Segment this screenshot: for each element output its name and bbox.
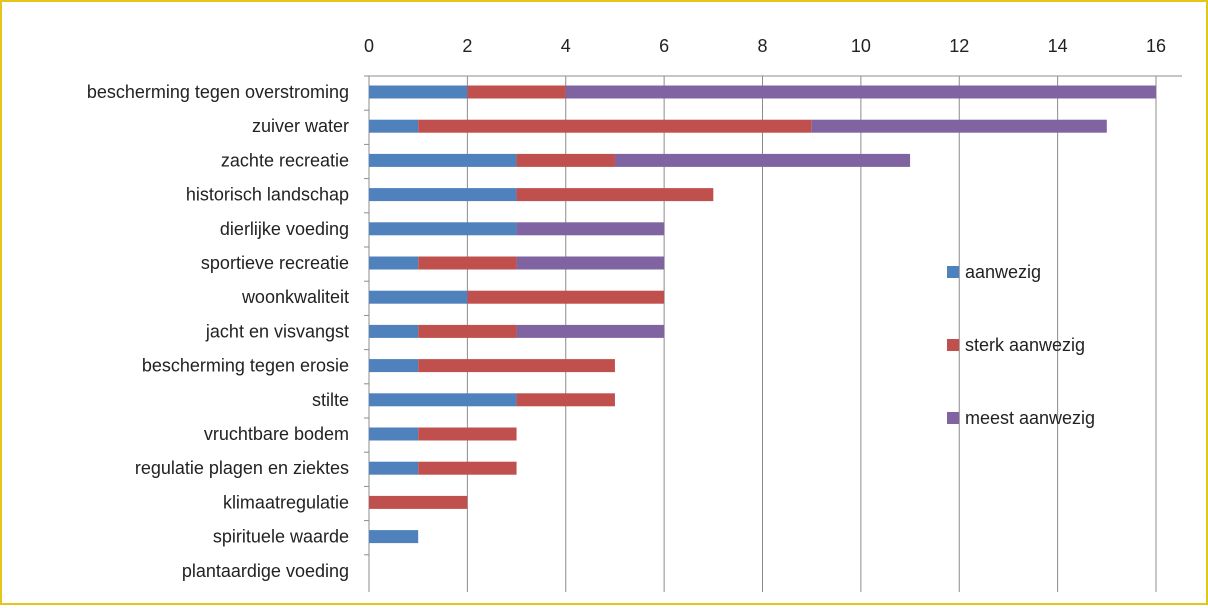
bar-segment xyxy=(565,85,1156,99)
legend-swatch xyxy=(947,266,959,278)
x-tick-label: 4 xyxy=(561,36,571,56)
bar-segment xyxy=(369,256,419,270)
bar-segment xyxy=(516,324,665,338)
bar-segment xyxy=(614,153,911,167)
category-label: zachte recreatie xyxy=(221,150,349,170)
category-label: stilte xyxy=(312,390,349,410)
x-tick-label: 10 xyxy=(851,36,871,56)
category-label: bescherming tegen erosie xyxy=(142,356,349,376)
bar-segment xyxy=(369,427,419,441)
bar-segment xyxy=(369,530,419,544)
category-label: regulatie plagen en ziektes xyxy=(135,458,349,478)
legend-label: sterk aanwezig xyxy=(965,335,1085,355)
x-axis-ticks: 0 2 4 6 8 10 12 14 16 xyxy=(364,36,1166,56)
bar-segment xyxy=(369,359,419,373)
bar-segment xyxy=(516,153,615,167)
category-label: klimaatregulatie xyxy=(223,492,349,512)
category-label: woonkwaliteit xyxy=(241,287,349,307)
category-label: historisch landschap xyxy=(186,185,349,205)
x-tick-label: 8 xyxy=(757,36,767,56)
bar-segment xyxy=(418,359,615,373)
bar-segment xyxy=(418,256,517,270)
bar-segment xyxy=(369,461,419,475)
x-tick-label: 16 xyxy=(1146,36,1166,56)
legend: aanwezig sterk aanwezig meest aanwezig xyxy=(947,262,1095,428)
category-labels: bescherming tegen overstroming zuiver wat… xyxy=(87,82,349,581)
bar-segment xyxy=(516,222,665,236)
category-label: sportieve recreatie xyxy=(201,253,349,273)
category-label: vruchtbare bodem xyxy=(204,424,349,444)
bar-segment xyxy=(369,393,517,407)
category-label: plantaardige voeding xyxy=(182,561,349,581)
bar-segment xyxy=(516,393,615,407)
bar-segment xyxy=(418,427,517,441)
category-label: dierlijke voeding xyxy=(220,219,349,239)
bar-segment xyxy=(369,495,468,509)
category-label: zuiver water xyxy=(252,116,349,136)
bar-segment xyxy=(467,85,566,99)
legend-swatch xyxy=(947,412,959,424)
x-tick-label: 6 xyxy=(659,36,669,56)
bars xyxy=(369,85,1156,544)
x-tick-label: 14 xyxy=(1048,36,1068,56)
legend-label: aanwezig xyxy=(965,262,1041,282)
bar-segment xyxy=(516,188,714,202)
bar-segment xyxy=(369,222,517,236)
bar-segment xyxy=(418,461,517,475)
bar-segment xyxy=(418,324,517,338)
bar-segment xyxy=(467,290,665,304)
bar-segment xyxy=(369,119,419,133)
bar-segment xyxy=(369,324,419,338)
bar-segment xyxy=(811,119,1107,133)
bar-segment xyxy=(369,188,517,202)
legend-label: meest aanwezig xyxy=(965,408,1095,428)
bar-segment xyxy=(369,290,468,304)
legend-swatch xyxy=(947,339,959,351)
category-label: spirituele waarde xyxy=(213,527,349,547)
x-tick-label: 12 xyxy=(949,36,969,56)
x-tick-label: 0 xyxy=(364,36,374,56)
bar-segment xyxy=(516,256,665,270)
x-tick-label: 2 xyxy=(462,36,472,56)
category-label: bescherming tegen overstroming xyxy=(87,82,349,102)
bar-segment xyxy=(418,119,812,133)
bar-segment xyxy=(369,153,517,167)
bar-segment xyxy=(369,85,468,99)
category-label: jacht en visvangst xyxy=(205,321,349,341)
